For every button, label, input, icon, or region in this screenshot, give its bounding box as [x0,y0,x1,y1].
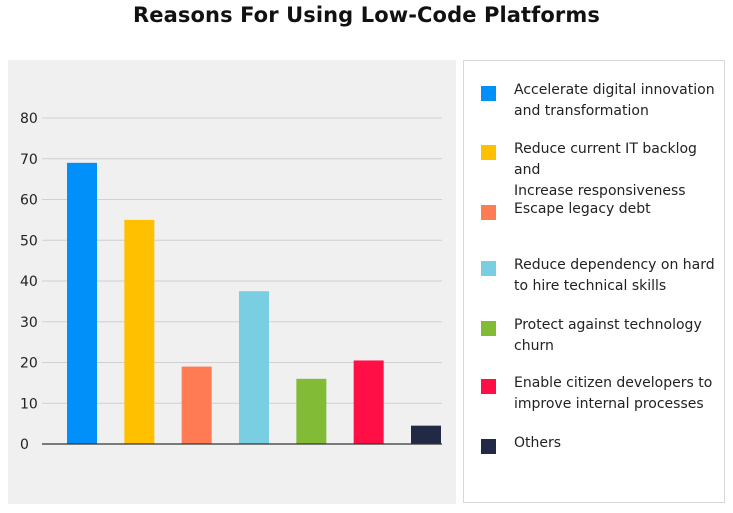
legend-label: Accelerate digital innovation and transfo… [514,80,726,122]
legend-label-line: to hire technical skills [514,278,667,294]
y-tick-label: 10 [20,396,38,412]
legend-label-line: Enable citizen developers to [514,375,713,391]
bar-6 [353,360,384,444]
legend-label-line: Accelerate digital innovation [514,82,715,98]
chart-title: Reasons For Using Low-Code Platforms [133,3,600,27]
bar-chart: 0 10 20 30 40 50 60 70 80 [20,111,442,453]
legend-label-line: Others [514,435,562,451]
legend-label-line: Reduce dependency on hard [514,257,715,273]
legend-swatch [481,439,496,454]
bar-4 [239,291,269,444]
bar-5 [296,378,327,444]
legend-swatch [481,205,496,220]
y-tick-label: 80 [20,111,38,127]
y-tick-label: 70 [20,152,38,168]
legend-swatch [481,261,496,276]
legend-swatch [481,321,496,336]
bar-7 [411,425,441,444]
bar-2 [124,219,155,444]
legend-label-line: Increase responsiveness [514,183,686,199]
y-tick-label: 50 [20,233,38,249]
legend-label: Reduce dependency on hard to hire technic… [514,255,726,297]
legend-label: Reduce current IT backlog and Increase re… [514,139,726,202]
y-tick-label: 60 [20,193,38,209]
legend-label-line: improve internal processes [514,396,704,412]
y-tick-label: 0 [20,437,29,453]
chart-legend: Accelerate digital innovation and transfo… [463,60,725,503]
legend-label: Others [514,433,726,454]
legend-label-line: Protect against technology [514,317,702,333]
legend-label: Escape legacy debt [514,199,726,220]
legend-label: Protect against technology churn [514,315,726,357]
legend-swatch [481,86,496,101]
legend-label-line: and transformation [514,103,649,119]
legend-label-line: Reduce current IT backlog and [514,141,697,178]
legend-label: Enable citizen developers to improve inte… [514,373,726,415]
y-tick-label: 30 [20,315,38,331]
y-tick-label: 20 [20,356,38,372]
bar-3 [181,366,212,444]
legend-swatch [481,145,496,160]
plot-area: 0 10 20 30 40 50 60 70 80 [8,60,456,504]
bar-1 [67,162,97,444]
legend-swatch [481,379,496,394]
legend-label-line: churn [514,338,554,354]
y-tick-label: 40 [20,274,38,290]
legend-label-line: Escape legacy debt [514,201,651,217]
